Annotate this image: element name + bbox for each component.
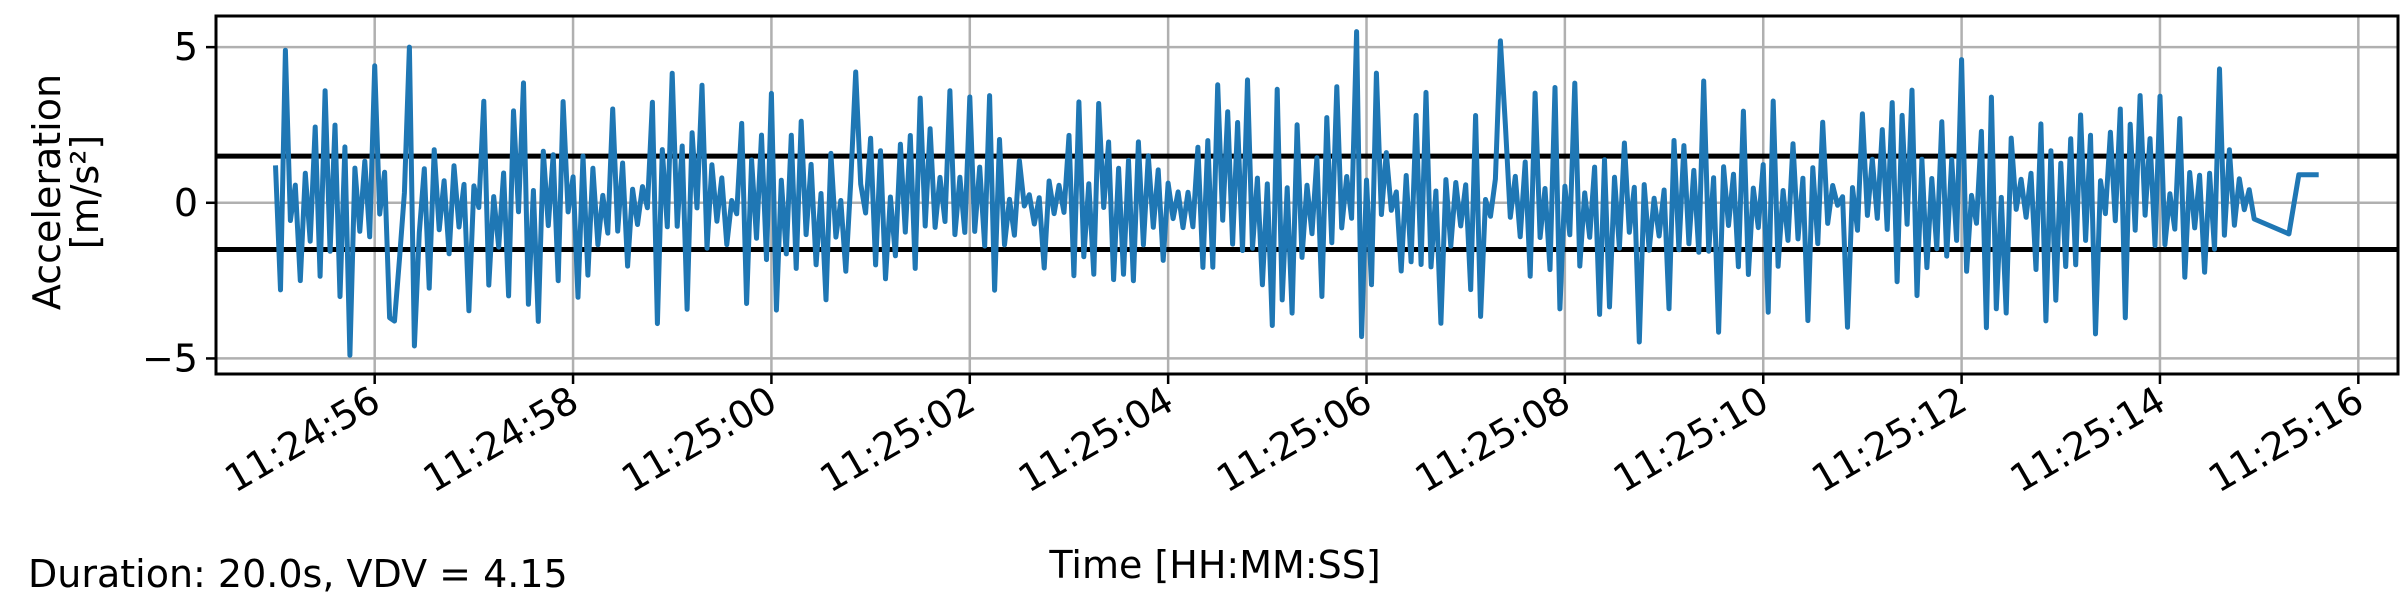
y-tick-label: 5 (174, 25, 198, 69)
y-axis-label-line1: Acceleration (25, 74, 69, 310)
summary-footnote: Duration: 20.0s, VDV = 4.15 (28, 552, 568, 596)
x-tick-label: 11:24:56 (217, 378, 387, 501)
y-axis-label: Acceleration [m/s²] (25, 74, 107, 310)
y-axis-label-line2: [m/s²] (63, 135, 107, 250)
x-tick-label: 11:25:16 (2201, 378, 2371, 501)
x-tick-label: 11:25:08 (1408, 378, 1578, 501)
x-tick-label: 11:25:10 (1606, 378, 1776, 501)
y-tick-label: 0 (174, 181, 198, 225)
x-tick-label: 11:25:06 (1209, 378, 1379, 501)
x-axis-ticks: 11:24:56 11:24:58 11:25:00 11:25:02 11:25:04… (217, 374, 2371, 501)
x-tick-label: 11:25:12 (1804, 378, 1974, 501)
y-tick-label: −5 (142, 336, 198, 380)
acceleration-series-line (273, 29, 2319, 358)
x-axis-label: Time [HH:MM:SS] (1048, 543, 1380, 587)
series-layer (273, 29, 2319, 358)
x-tick-label: 11:25:00 (614, 378, 784, 501)
y-axis-ticks: 5 0 −5 (142, 25, 216, 380)
plot-frame (214, 14, 2400, 376)
x-tick-label: 11:24:58 (416, 378, 586, 501)
x-tick-label: 11:25:14 (2003, 378, 2173, 501)
x-tick-label: 11:25:04 (1011, 378, 1181, 501)
x-tick-label: 11:25:02 (812, 378, 982, 501)
